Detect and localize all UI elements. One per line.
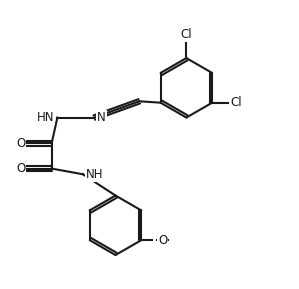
Text: N: N [97,111,106,124]
Text: Cl: Cl [231,96,242,109]
Text: Cl: Cl [181,28,192,41]
Text: NH: NH [86,168,103,181]
Text: O: O [158,234,167,247]
Text: HN: HN [37,111,54,124]
Text: O: O [16,137,25,150]
Text: O: O [16,162,25,175]
